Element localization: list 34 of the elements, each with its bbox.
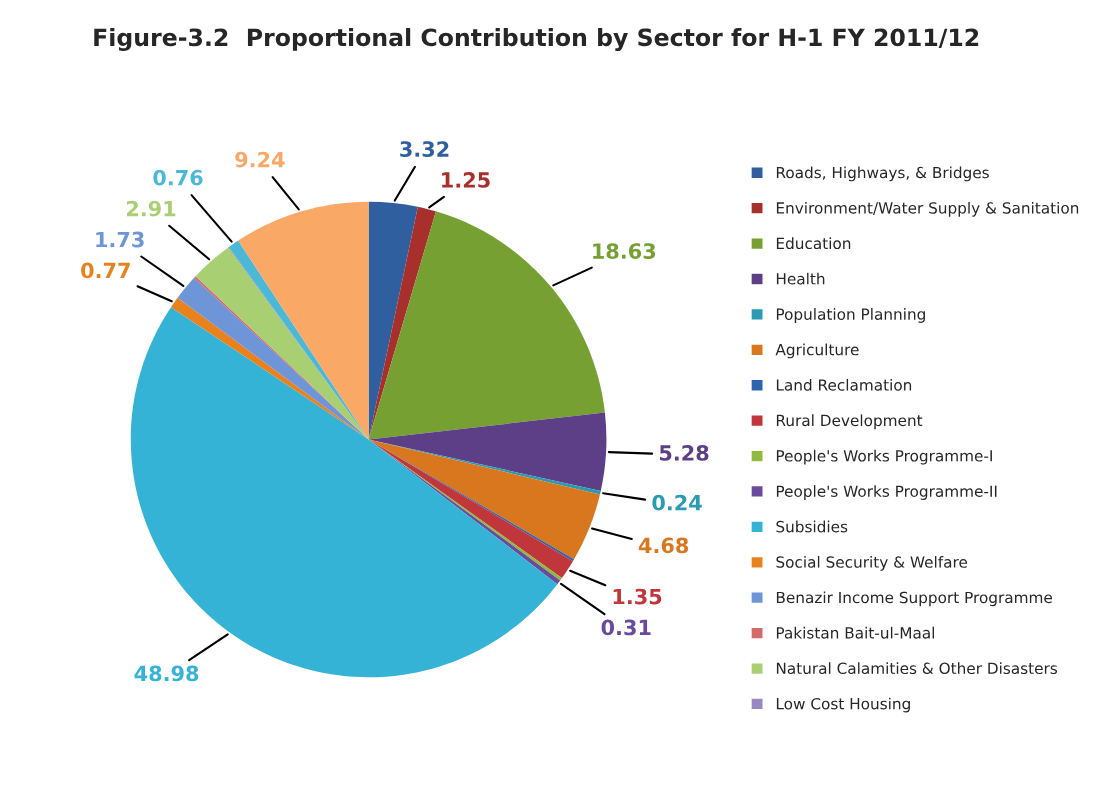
legend-label: Roads, Highways, & Bridges (776, 166, 989, 182)
legend-label: Natural Calamities & Other Disasters (776, 662, 1058, 675)
data-label: 0.77 (81, 262, 130, 279)
legend-label: Land Reclamation (776, 378, 912, 391)
legend-label: Education (776, 237, 851, 250)
data-label: 1.25 (442, 172, 490, 188)
pie-slice (238, 201, 369, 440)
legend-label: Benazir Income Support Programme (776, 591, 1052, 607)
legend-label: Low Cost Housing (776, 697, 910, 713)
legend-label: Population Planning (776, 308, 925, 323)
legend-label: People's Works Programme-I (776, 449, 992, 465)
data-label: 0.76 (153, 169, 203, 186)
data-label: 1.73 (96, 231, 144, 248)
pie-slice (368, 412, 607, 492)
data-label: 2.91 (126, 200, 176, 217)
legend-label: Social Security & Welfare (776, 556, 968, 571)
data-label: 0.24 (652, 494, 702, 511)
legend-label: Environment/Water Supply & Sanitation (776, 201, 1079, 217)
pie-slice (195, 247, 369, 440)
data-label: 3.32 (400, 141, 449, 157)
legend-label: People's Works Programme-II (776, 485, 997, 500)
data-label: 18.63 (593, 243, 656, 259)
data-label: 1.35 (613, 588, 662, 605)
legend-label: Rural Development (776, 414, 923, 430)
data-label: 9.24 (235, 151, 285, 168)
legend-label: Pakistan Bait-ul-Maal (776, 626, 934, 639)
data-label: 48.98 (134, 665, 199, 682)
data-label: 4.68 (638, 537, 689, 554)
chart-title: Figure-3.2 Proportional Contribution by Sector for H-1 FY 2011/12 (94, 27, 979, 51)
legend-label: Subsidies (776, 520, 848, 533)
legend-label: Health (776, 272, 825, 285)
data-label: 0.31 (601, 619, 651, 636)
legend-label: Agriculture (775, 343, 859, 359)
data-label: 5.28 (659, 445, 709, 461)
